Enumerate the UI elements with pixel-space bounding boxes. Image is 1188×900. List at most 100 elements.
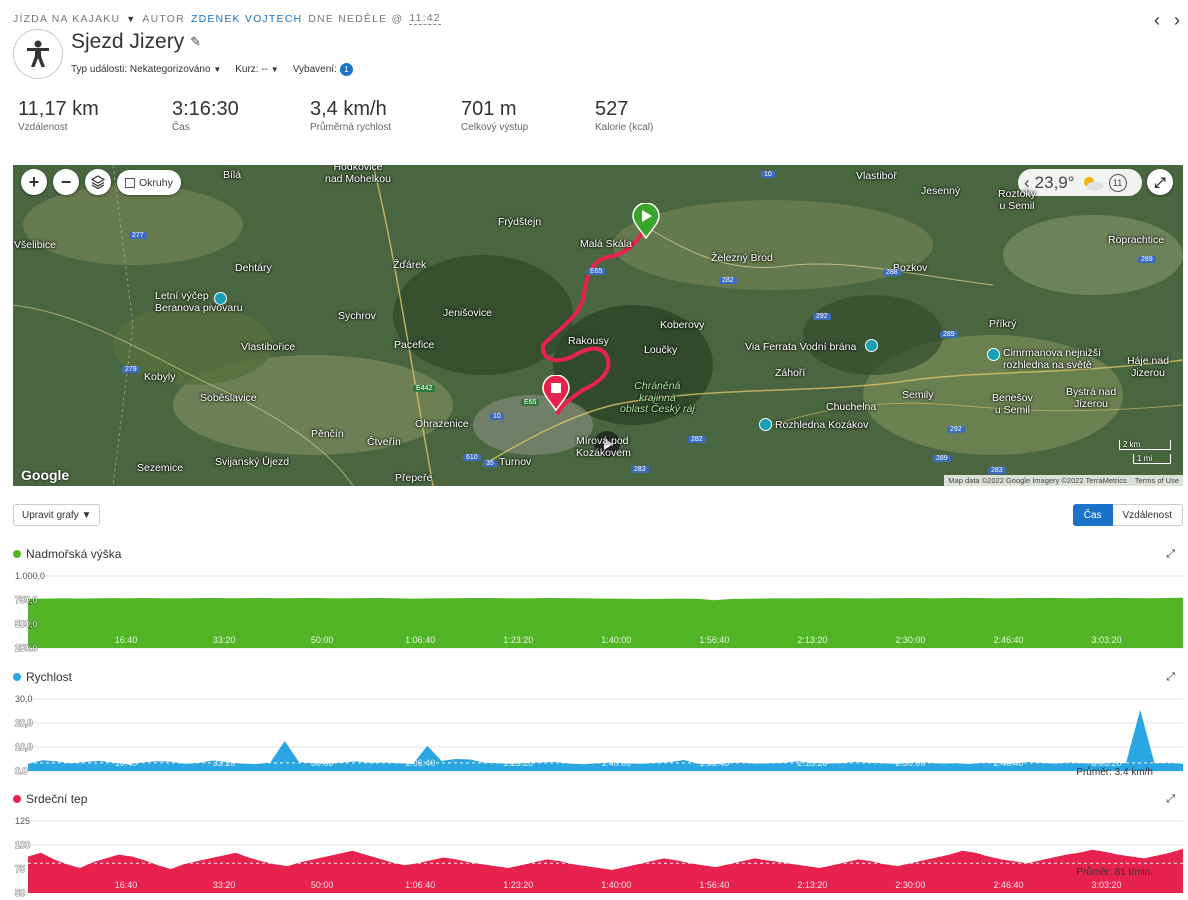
map-place-label: Cimrmanova nejnižší rozhledna na světě [1003, 347, 1102, 371]
map-place-label: Záhoří [775, 367, 806, 379]
map-scale-km: 2 km [1119, 440, 1171, 450]
x-tick-label: 3:03:20 [1092, 758, 1122, 768]
map-place-label: Letní výčep Beranova pivovaru [155, 290, 243, 314]
poi-camera-icon[interactable] [865, 339, 878, 352]
expand-chart-icon[interactable]: ⤢ [1166, 548, 1175, 560]
poi-camera-icon[interactable] [759, 418, 772, 431]
event-type-dropdown[interactable]: Typ události: Nekategorizováno ▼ [71, 64, 221, 75]
y-tick-label: 750,0 [15, 595, 38, 605]
series-area [28, 709, 1183, 771]
x-tick-label: 50:00 [311, 635, 334, 645]
x-tick-label: 1:40:00 [601, 635, 631, 645]
map-place-label: Příkrý [989, 318, 1017, 330]
map-place-label: Via Ferrata Vodní brána [745, 341, 857, 353]
road-shield: 282 [719, 277, 737, 284]
speed-chart: Rychlost ⤢ Průměr: 3,4 km/h 30,0 20,0 10,0 0… [13, 669, 1183, 775]
x-tick-label: 2:13:20 [797, 758, 827, 768]
map-layers-button[interactable] [85, 169, 111, 195]
road-shield: E65 [587, 268, 606, 275]
laps-label: Okruhy [139, 176, 173, 189]
toggle-distance-button[interactable]: Vzdálenost [1112, 504, 1183, 526]
weather-collapse-icon[interactable]: ‹ [1024, 172, 1030, 192]
event-type-label: Typ události: Nekategorizováno [71, 64, 211, 75]
x-tick-label: 2:13:20 [797, 635, 827, 645]
map-place-label: Svijanský Újezd [215, 456, 290, 468]
x-tick-label: 33:20 [213, 758, 236, 768]
series-area [28, 848, 1183, 893]
average-label: Průměr: 81 t/min. [1076, 866, 1153, 878]
map-place-label: Bystrá nad Jizerou [1066, 386, 1117, 410]
x-tick-label: 1:23:20 [503, 635, 533, 645]
chevron-down-icon: ▼ [270, 65, 279, 74]
series-color-dot [13, 673, 21, 681]
map-attribution: Map data ©2022 Google Imagery ©2022 Terr… [944, 475, 1183, 486]
laps-toggle[interactable]: Okruhy [117, 170, 181, 195]
start-marker-icon[interactable] [632, 203, 660, 239]
person-icon [27, 40, 49, 67]
weather-widget[interactable]: ‹ 23,9° 11 [1018, 169, 1142, 196]
x-tick-label: 1:40:00 [601, 880, 631, 890]
date-prefix: DNE NEDĚLE @ [308, 12, 404, 25]
laps-checkbox[interactable] [125, 177, 135, 188]
zoom-out-button[interactable]: − [53, 169, 79, 195]
x-tick-label: 1:06:40 [405, 880, 435, 890]
x-tick-label: 2:46:40 [993, 758, 1023, 768]
activity-type-label: JÍZDA NA KAJAKU [13, 12, 121, 25]
google-logo: Google [21, 467, 70, 483]
fullscreen-button[interactable]: ⤢ [1147, 169, 1173, 195]
x-tick-label: 2:46:40 [993, 635, 1023, 645]
y-tick-label: 1.000,0 [15, 571, 45, 581]
y-tick-label: 50 [15, 888, 25, 897]
x-tick-label: 1:06:40 [405, 635, 435, 645]
activity-map[interactable]: + − Okruhy ‹ 23,9° 11 ⤢ Hodkovice nad Mo… [13, 165, 1183, 486]
finish-marker-icon[interactable] [542, 375, 570, 411]
edit-title-icon[interactable]: ✎ [190, 34, 202, 49]
gear-count-badge: 1 [339, 63, 353, 76]
course-dropdown[interactable]: Kurz: -- ▼ [235, 64, 278, 75]
poi-camera-icon[interactable] [214, 292, 227, 305]
expand-chart-icon[interactable]: ⤢ [1166, 671, 1175, 683]
elevation-plot[interactable]: 1.000,0 750,0 500,0 250,0 16:40 33:20 50:00 1:0… [13, 568, 1183, 652]
terms-of-use-link[interactable]: Terms of Use [1134, 476, 1179, 485]
y-tick-label: 250,0 [15, 643, 38, 652]
road-shield: 610 [463, 454, 481, 461]
expand-chart-icon[interactable]: ⤢ [1166, 793, 1175, 805]
map-scale-mi: 1 mi [1133, 454, 1171, 464]
stat-total-ascent: 701 m Celkový výstup [461, 98, 528, 133]
y-tick-label: 20,0 [15, 718, 33, 728]
map-place-label: Roprachtice [1108, 234, 1165, 246]
chart-header: Nadmořská výška [13, 546, 1183, 562]
poi-camera-icon[interactable] [987, 348, 1000, 361]
chevron-down-icon: ▼ [213, 65, 222, 74]
heart-rate-plot[interactable]: Průměr: 81 t/min. 125 100 75 50 16:40 33:20 50:… [13, 813, 1183, 897]
speed-plot[interactable]: Průměr: 3,4 km/h 30,0 20,0 10,0 0,0 16:40 33:2… [13, 691, 1183, 775]
map-place-label: Železný Brod [711, 252, 773, 264]
activity-type-dropdown-icon[interactable]: ▼ [126, 13, 137, 24]
gear-selector[interactable]: Vybavení: 1 [293, 63, 353, 76]
map-satellite-imagery [13, 165, 1183, 486]
stat-value: 3:16:30 [172, 98, 239, 120]
series-color-dot [13, 795, 21, 803]
previous-activity-icon[interactable]: ‹ [1154, 10, 1160, 30]
y-tick-label: 30,0 [15, 694, 33, 704]
activity-time[interactable]: 11:42 [409, 12, 441, 25]
map-place-label: Frýdštejn [498, 216, 542, 228]
next-activity-icon[interactable]: › [1174, 10, 1180, 30]
zoom-in-button[interactable]: + [21, 169, 47, 195]
map-place-label: Rakousy [568, 335, 609, 347]
map-place-label: Kobyly [144, 371, 176, 383]
map-place-label: Malá Skála [580, 238, 632, 250]
author-link[interactable]: ZDENEK VOJTECH [190, 12, 303, 25]
toggle-time-button[interactable]: Čas [1072, 504, 1113, 526]
map-place-label: Benešov u Semil [992, 392, 1033, 416]
road-shield: E442 [413, 385, 436, 392]
stat-value: 527 [595, 98, 629, 120]
play-route-icon[interactable] [593, 430, 621, 458]
x-tick-label: 33:20 [213, 635, 236, 645]
activity-breadcrumb: JÍZDA NA KAJAKU ▼ AUTOR ZDENEK VOJTECH D… [13, 12, 441, 25]
road-shield: 35 [483, 460, 497, 467]
stat-value: 11,17 km [18, 98, 99, 120]
x-tick-label: 16:40 [115, 758, 138, 768]
edit-graphs-button[interactable]: Upravit grafy ▼ [13, 504, 101, 526]
chart-title: Rychlost [26, 670, 73, 684]
